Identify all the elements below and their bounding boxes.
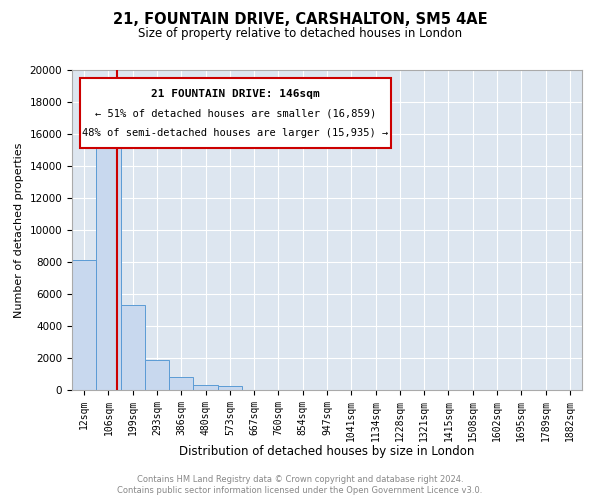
Bar: [169, 377, 193, 390]
Bar: [193, 385, 218, 390]
Bar: [72, 260, 96, 390]
Bar: [218, 386, 242, 390]
FancyBboxPatch shape: [80, 78, 391, 148]
Text: 21, FOUNTAIN DRIVE, CARSHALTON, SM5 4AE: 21, FOUNTAIN DRIVE, CARSHALTON, SM5 4AE: [113, 12, 487, 28]
Bar: [121, 305, 145, 390]
Text: Contains HM Land Registry data © Crown copyright and database right 2024.: Contains HM Land Registry data © Crown c…: [137, 475, 463, 484]
Text: 21 FOUNTAIN DRIVE: 146sqm: 21 FOUNTAIN DRIVE: 146sqm: [151, 89, 320, 99]
Bar: [145, 360, 169, 390]
Text: Contains public sector information licensed under the Open Government Licence v3: Contains public sector information licen…: [118, 486, 482, 495]
Y-axis label: Number of detached properties: Number of detached properties: [14, 142, 24, 318]
Bar: [96, 126, 121, 390]
Text: Size of property relative to detached houses in London: Size of property relative to detached ho…: [138, 28, 462, 40]
Text: ← 51% of detached houses are smaller (16,859): ← 51% of detached houses are smaller (16…: [95, 108, 376, 118]
X-axis label: Distribution of detached houses by size in London: Distribution of detached houses by size …: [179, 445, 475, 458]
Text: 48% of semi-detached houses are larger (15,935) →: 48% of semi-detached houses are larger (…: [82, 128, 388, 138]
